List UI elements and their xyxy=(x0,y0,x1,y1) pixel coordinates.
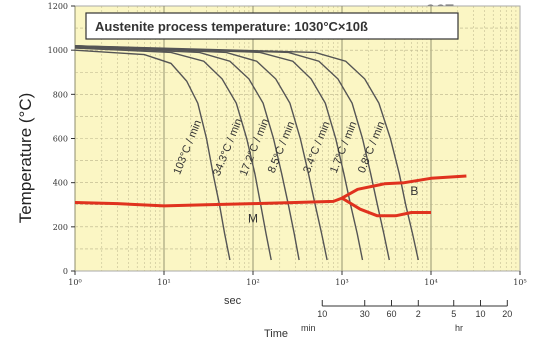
sec-label: sec xyxy=(224,295,242,307)
y-tick-label: 0 xyxy=(63,267,68,276)
cooling-curve xyxy=(74,45,364,261)
cooling-curve xyxy=(74,45,328,261)
transformation-lines xyxy=(74,174,467,218)
cooling-curve xyxy=(74,46,300,261)
min-label: min xyxy=(301,323,316,333)
cooling-curve xyxy=(74,45,419,261)
y-tick-label: 1200 xyxy=(48,2,68,11)
legend-box xyxy=(85,12,459,40)
cooling-curve xyxy=(74,49,231,261)
time-axis-tick-label: 5 xyxy=(451,309,456,319)
y-tick-label: 200 xyxy=(53,223,68,232)
y-tick-label: 800 xyxy=(53,90,68,99)
y-axis-title: Temperature (°C) xyxy=(16,93,35,224)
y-tick-label: 400 xyxy=(53,179,68,188)
cooling-curves xyxy=(74,45,419,261)
region-label: M xyxy=(248,211,258,225)
y-tick-label: 1000 xyxy=(48,46,68,55)
time-axis-tick-label: 10 xyxy=(476,309,486,319)
time-axis-tick-label: 10 xyxy=(317,309,327,319)
axes: 0 200 400 600 800 1000 1200 10⁰ 10¹ 10² 10³ 10⁴ 10⁵ xyxy=(48,2,527,287)
time-axis-tick-label: 60 xyxy=(387,309,397,319)
legend-box-text: Austenite process temperature: 1030°C×10… xyxy=(95,19,368,34)
time-axis-tick-label: 20 xyxy=(502,309,512,319)
time-axis: 10 30 60 2 5 10 20 xyxy=(317,300,512,319)
transformation-line xyxy=(341,196,431,218)
time-label: Time xyxy=(264,328,288,340)
x-tick-label: 10⁵ xyxy=(513,278,526,287)
transformation-line xyxy=(341,174,467,200)
transformation-line xyxy=(74,196,343,208)
x-tick-label: 10⁰ xyxy=(68,278,81,287)
x-tick-label: 10³ xyxy=(335,278,348,287)
time-axis-tick-label: 30 xyxy=(360,309,370,319)
x-tick-label: 10¹ xyxy=(157,278,170,287)
x-tick-label: 10⁴ xyxy=(424,278,437,287)
region-label: B xyxy=(410,184,418,198)
cooling-curve xyxy=(74,47,272,261)
hr-label: hr xyxy=(455,323,463,333)
x-tick-label: 10² xyxy=(246,278,259,287)
time-axis-tick-label: 2 xyxy=(416,309,421,319)
y-tick-label: 600 xyxy=(53,135,68,144)
cooling-curve xyxy=(74,45,390,261)
